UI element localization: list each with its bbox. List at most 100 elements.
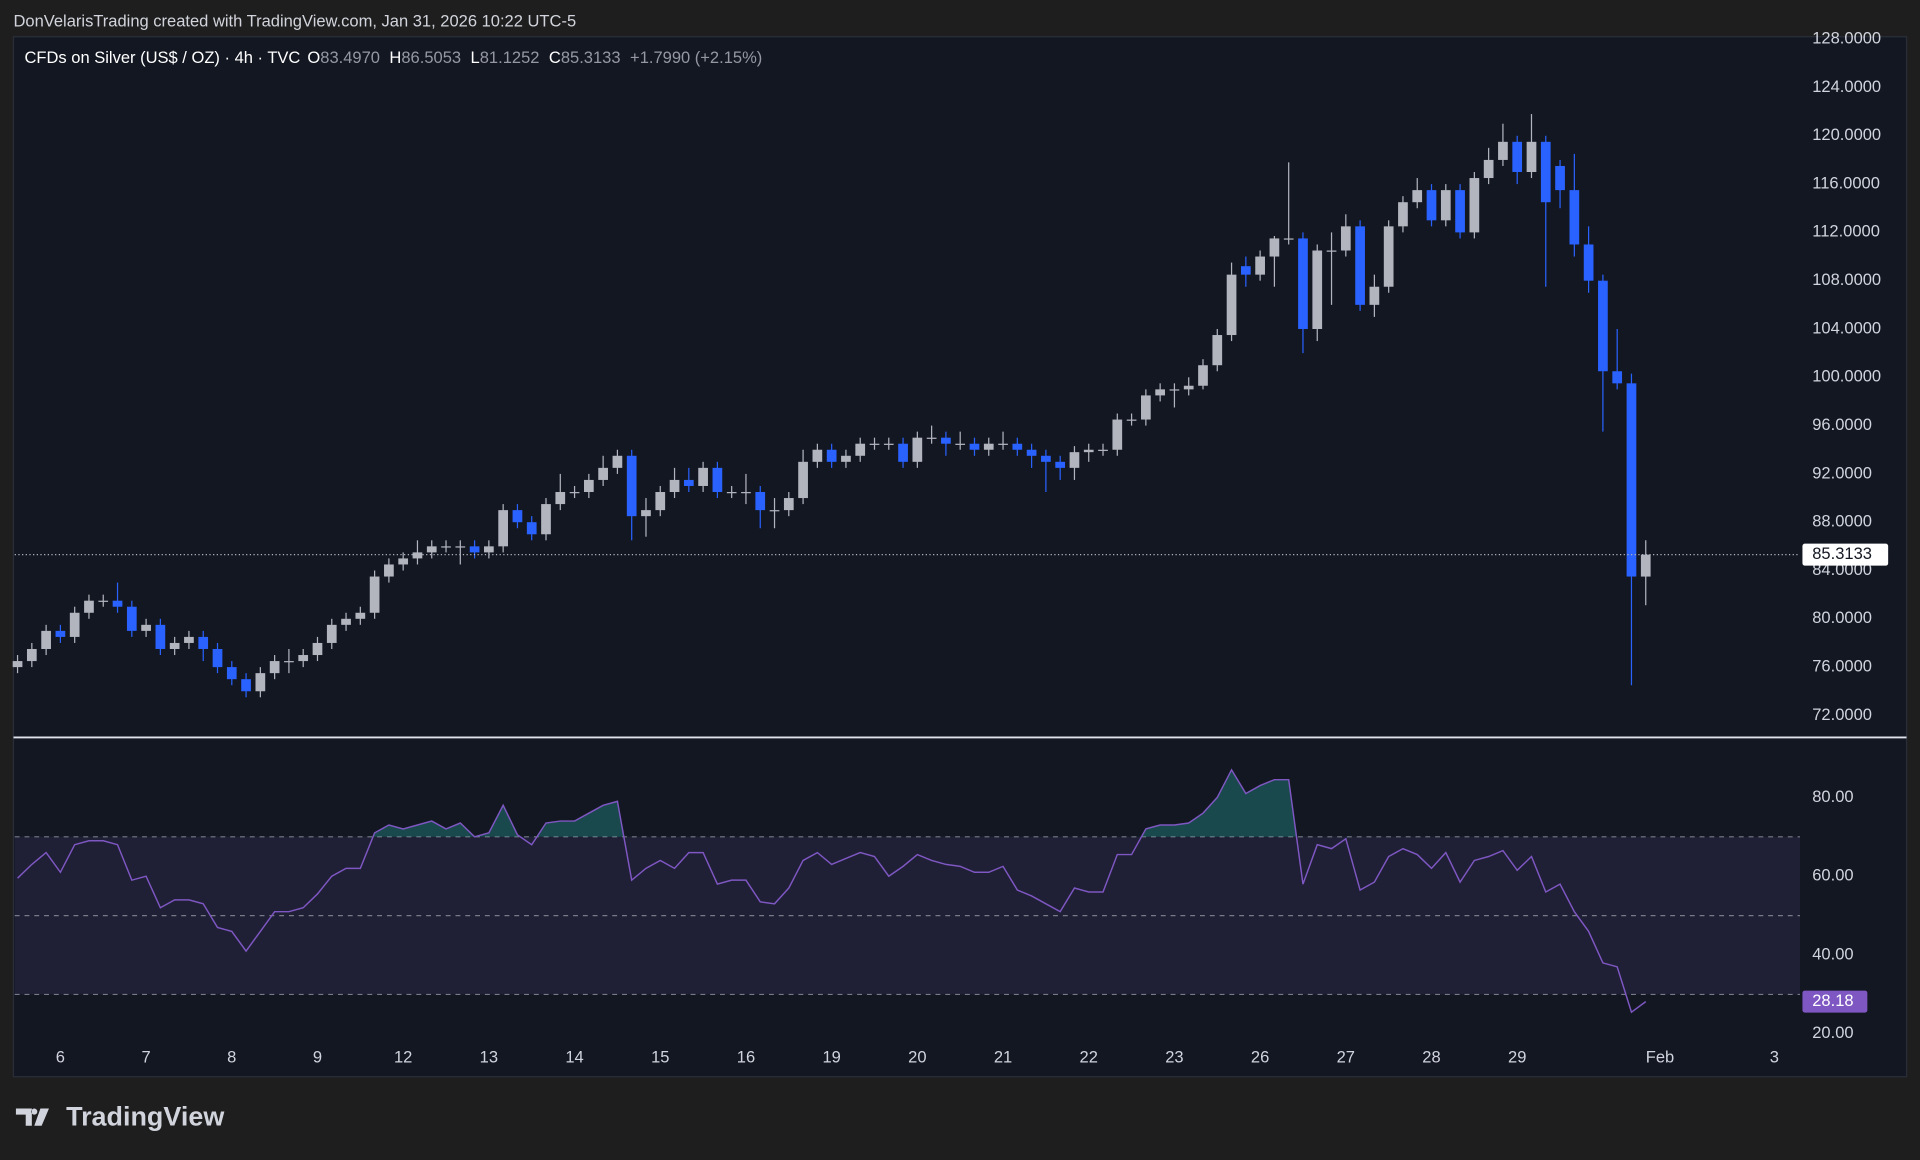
candle-body (141, 624, 151, 631)
candle-body (1283, 238, 1294, 240)
candle-body (1326, 250, 1337, 252)
candle-body (69, 612, 80, 637)
x-tick-label: 29 (1508, 1048, 1526, 1067)
candle-body (741, 492, 751, 494)
y-tick-label: 88.0000 (1812, 512, 1872, 531)
x-tick-label: 27 (1337, 1048, 1355, 1067)
change: +1.7990 (+2.15%) (630, 48, 762, 67)
candle-body (555, 492, 566, 505)
candle-body (284, 661, 294, 663)
candle-body (883, 443, 894, 445)
candle-body (1512, 141, 1523, 173)
candle-body (498, 510, 509, 547)
chart-area (12, 36, 1908, 1078)
x-tick-label: 21 (994, 1048, 1012, 1067)
ohlc-key: L (471, 48, 480, 67)
candle-body (155, 624, 166, 649)
x-tick-label: 8 (227, 1048, 236, 1067)
candle-body (255, 673, 266, 692)
ohlc-key: H (389, 48, 401, 67)
candle-body (412, 552, 423, 559)
y-tick-label: 20.00 (1812, 1023, 1853, 1042)
candle-body (812, 449, 823, 462)
rsi-line (17, 768, 1647, 1014)
candle-body (1369, 286, 1380, 305)
ohlc-key: C (549, 48, 561, 67)
x-tick-label: 13 (480, 1048, 498, 1067)
candle-body (998, 443, 1008, 445)
candle-body (455, 546, 466, 548)
candle-body (126, 606, 137, 631)
candle-body (869, 443, 880, 445)
candle-body (726, 492, 737, 494)
candle-body (1255, 256, 1265, 275)
candle-body (84, 600, 94, 613)
candle-body (1598, 280, 1608, 372)
y-tick-label: 100.0000 (1812, 367, 1881, 386)
candle-body (1126, 419, 1137, 421)
candle-body (1540, 141, 1551, 203)
rsi-value-box (1802, 990, 1868, 1013)
candle-body (398, 558, 409, 565)
candle-body (1583, 244, 1594, 281)
candle-body (1355, 226, 1365, 305)
candle-body (98, 600, 109, 602)
candle-body (669, 479, 680, 493)
y-tick-label: 72.0000 (1812, 705, 1872, 724)
candle-body (512, 510, 523, 523)
candle-body (841, 455, 851, 462)
candle-body (655, 492, 666, 511)
candle-body (926, 437, 937, 439)
candle-body (1640, 554, 1651, 577)
candle-body (1112, 419, 1123, 450)
candle-body (898, 443, 908, 462)
candle-body (169, 642, 180, 649)
candle-body (1098, 449, 1108, 451)
x-tick-label: Feb (1646, 1048, 1674, 1067)
candle-body (198, 636, 209, 649)
candle-body (612, 455, 623, 468)
x-tick-label: 28 (1422, 1048, 1440, 1067)
y-tick-label: 40.00 (1812, 944, 1853, 963)
y-tick-label: 128.0000 (1812, 29, 1881, 48)
y-tick-label: 92.0000 (1812, 463, 1872, 482)
candle-body (1198, 365, 1208, 386)
candle-body (1340, 226, 1351, 251)
candles (12, 114, 1651, 698)
candle-body (1269, 238, 1280, 257)
symbol: CFDs on Silver (US$ / OZ) · 4h · TVC (24, 48, 300, 67)
candle-body (1412, 190, 1423, 203)
candle-body (484, 546, 494, 553)
candle-body (1455, 190, 1465, 233)
candle-body (1426, 190, 1437, 221)
candle-body (1155, 389, 1166, 396)
candle-body (698, 467, 708, 486)
last-price-box (1802, 543, 1889, 566)
candle-body (312, 642, 323, 656)
candle-body (1141, 395, 1151, 420)
candle-body (1169, 389, 1180, 391)
y-tick-label: 112.0000 (1812, 222, 1880, 241)
y-tick-label: 108.0000 (1812, 270, 1881, 289)
candle-body (26, 648, 37, 662)
x-tick-label: 23 (1165, 1048, 1183, 1067)
x-tick-label: 7 (141, 1048, 150, 1067)
x-tick-label: 19 (822, 1048, 840, 1067)
ohlc-value: 83.4970 (320, 48, 380, 67)
candle-body (12, 661, 23, 668)
candle-body (969, 443, 980, 450)
candle-body (326, 624, 337, 643)
candle-body (769, 510, 780, 512)
candle-body (112, 600, 123, 607)
candle-body (1398, 202, 1408, 227)
ohlc-key: O (307, 48, 320, 67)
x-tick-label: 9 (313, 1048, 322, 1067)
ohlc-value: 81.1252 (480, 48, 540, 67)
logo-icon (15, 1108, 49, 1126)
candle-body (1298, 238, 1308, 329)
candle-body (541, 504, 551, 535)
candle-body (1626, 383, 1637, 577)
y-tick-label: 104.0000 (1812, 318, 1881, 337)
